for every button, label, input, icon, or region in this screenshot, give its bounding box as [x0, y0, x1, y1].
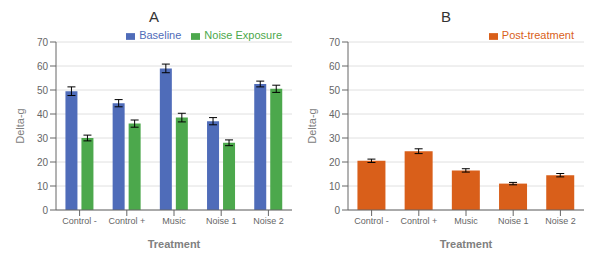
svg-text:30: 30	[37, 133, 49, 144]
svg-text:70: 70	[329, 37, 341, 48]
svg-text:10: 10	[329, 181, 341, 192]
svg-text:40: 40	[329, 109, 341, 120]
svg-text:50: 50	[329, 85, 341, 96]
svg-text:40: 40	[37, 109, 49, 120]
svg-text:Music: Music	[162, 216, 186, 226]
svg-text:70: 70	[37, 37, 49, 48]
html-text:B: B	[441, 8, 451, 25]
svg-text:Delta-g: Delta-g	[14, 108, 26, 143]
html-text:A: A	[149, 8, 159, 25]
svg-text:60: 60	[329, 61, 341, 72]
svg-text:10: 10	[37, 181, 49, 192]
html-text:Post-treatment: Post-treatment	[501, 29, 574, 41]
html-text:Noise Exposure: Noise Exposure	[204, 29, 282, 41]
svg-text:Music: Music	[454, 216, 478, 226]
svg-text:Control -: Control -	[354, 216, 389, 226]
svg-text:Control -: Control -	[62, 216, 97, 226]
svg-text:Noise 1: Noise 1	[498, 216, 529, 226]
svg-text:Treatment: Treatment	[148, 238, 201, 250]
svg-text:Noise 2: Noise 2	[545, 216, 576, 226]
svg-text:Treatment: Treatment	[440, 238, 493, 250]
svg-text:Delta-g: Delta-g	[306, 108, 318, 143]
svg-text:0: 0	[334, 205, 340, 216]
svg-text:20: 20	[329, 157, 341, 168]
svg-text:30: 30	[329, 133, 341, 144]
svg-text:Noise 2: Noise 2	[253, 216, 284, 226]
svg-text:Noise 1: Noise 1	[206, 216, 237, 226]
svg-text:Control +: Control +	[400, 216, 437, 226]
svg-text:Control +: Control +	[108, 216, 145, 226]
svg-text:20: 20	[37, 157, 49, 168]
svg-text:50: 50	[37, 85, 49, 96]
html-text:Baseline: Baseline	[139, 29, 182, 41]
svg-text:0: 0	[42, 205, 48, 216]
svg-text:60: 60	[37, 61, 49, 72]
